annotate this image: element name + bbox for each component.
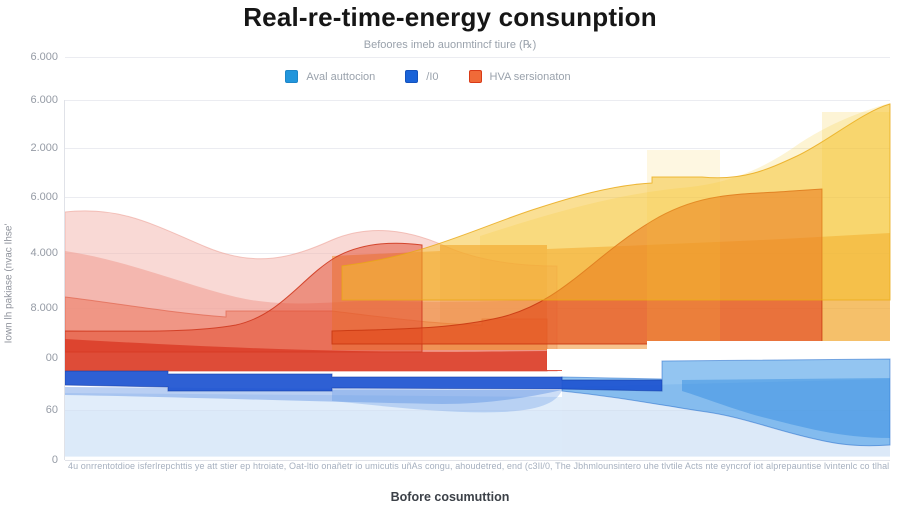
- y-tick-label: 6.000: [30, 51, 58, 63]
- chart-title: Real-re-time-energy consunption: [243, 2, 657, 32]
- y-tick-label: 60: [45, 404, 58, 416]
- legend: Aval auttocion /I0 HVA sersionaton: [0, 70, 878, 83]
- legend-item-i0[interactable]: /I0: [405, 70, 439, 83]
- legend-swatch-light-blue: [285, 70, 299, 83]
- y-tick-label: 4.000: [30, 247, 58, 259]
- legend-item-hva-sersionaton[interactable]: HVA sersionaton: [468, 70, 571, 83]
- y-tick-label: 0: [51, 454, 58, 466]
- legend-item-aval-auttocion[interactable]: Aval auttocion: [285, 70, 375, 83]
- white-gap-bands: [547, 341, 890, 370]
- blue-area-layers: [64, 358, 891, 457]
- chart-subtitle: Befoores imeb auonmtincf tiure (℞): [363, 39, 537, 51]
- axis-lines: [64, 100, 890, 461]
- legend-label: Aval auttocion: [306, 70, 376, 83]
- y-tick-label: 6.000: [30, 94, 58, 106]
- y-tick-label: 2.000: [30, 142, 58, 154]
- y-tick-label: 00: [45, 352, 58, 364]
- y-tick-label: 8.000: [30, 302, 58, 314]
- y-tick-label: 6.000: [30, 191, 58, 203]
- legend-label: /I0: [426, 70, 439, 83]
- chart-caption: 4u onrrentotdioe isferlrepchttis ye att …: [68, 461, 890, 471]
- legend-swatch-orange-red: [468, 70, 482, 83]
- legend-label: HVA sersionaton: [489, 70, 571, 83]
- legend-swatch-dark-blue: [405, 70, 419, 83]
- x-axis-title: Bofore cosumuttion: [390, 490, 510, 504]
- warm-area-layers: [64, 103, 891, 372]
